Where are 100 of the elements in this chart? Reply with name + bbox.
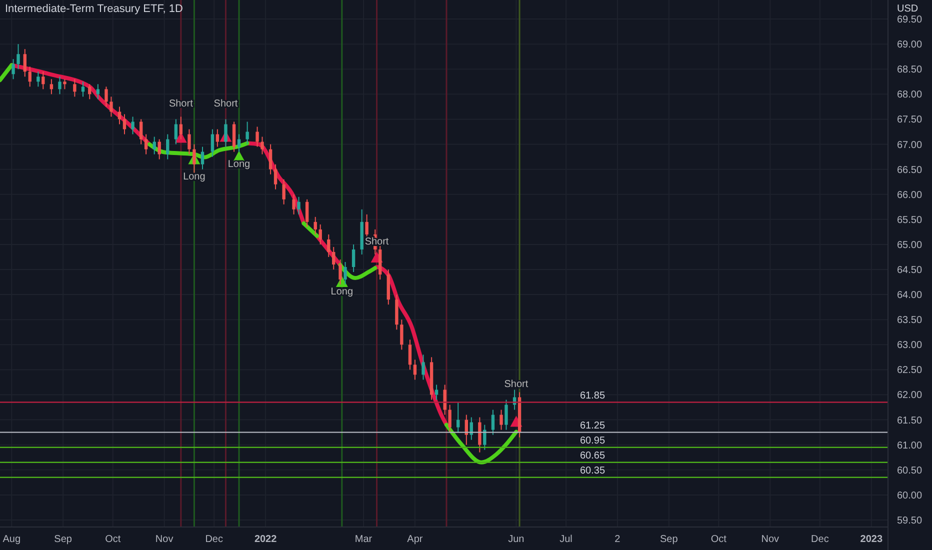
y-tick-label: 64.00 bbox=[897, 290, 922, 302]
candlestick bbox=[73, 78, 76, 98]
candlestick bbox=[434, 384, 438, 400]
candlestick bbox=[174, 118, 178, 145]
y-axis-title: USD bbox=[897, 4, 918, 14]
candlestick bbox=[256, 126, 259, 148]
y-tick-label: 64.50 bbox=[897, 265, 922, 276]
candlestick bbox=[314, 216, 317, 235]
candlestick bbox=[216, 128, 220, 148]
annotation: Long bbox=[228, 158, 250, 170]
chart-title: Intermediate-Term Treasury ETF, 1D bbox=[5, 3, 183, 15]
candlestick bbox=[158, 138, 161, 160]
x-tick-label: Jul bbox=[560, 534, 572, 545]
candlestick bbox=[104, 86, 108, 108]
x-tick-label: Aug bbox=[2, 534, 21, 545]
x-tick-label: 2022 bbox=[254, 534, 278, 545]
x-tick-label: Jun bbox=[508, 534, 524, 545]
ref-line-label: 60.35 bbox=[580, 465, 606, 476]
ref-line-label: 60.65 bbox=[580, 450, 606, 462]
candlestick bbox=[188, 128, 191, 155]
candlestick bbox=[96, 84, 100, 100]
y-tick-label: 59.50 bbox=[897, 515, 922, 526]
candlestick bbox=[408, 339, 412, 370]
candlestick bbox=[110, 96, 113, 118]
candlestick bbox=[131, 116, 134, 135]
y-tick-label: 60.50 bbox=[897, 465, 922, 476]
candlestick bbox=[232, 121, 236, 152]
y-tick-label: 62.50 bbox=[897, 365, 922, 376]
candlestick bbox=[139, 118, 143, 145]
y-tick-label: 69.50 bbox=[897, 14, 922, 26]
annotation: Long bbox=[183, 171, 206, 182]
y-tick-label: 68.00 bbox=[897, 90, 922, 101]
x-tick-label: Mar bbox=[354, 534, 373, 545]
candlestick bbox=[58, 76, 62, 95]
y-tick-label: 61.50 bbox=[897, 415, 922, 426]
annotation: Short bbox=[168, 98, 194, 110]
x-tick-label: Nov bbox=[155, 534, 174, 545]
candlestick bbox=[144, 134, 148, 155]
y-tick-label: 63.50 bbox=[897, 315, 922, 326]
candlestick bbox=[338, 258, 342, 286]
candlestick bbox=[268, 144, 272, 175]
y-tick-label: 62.00 bbox=[897, 390, 922, 402]
annotation: Long bbox=[330, 286, 354, 298]
ref-line-label: 60.95 bbox=[580, 435, 606, 446]
candlestick bbox=[50, 78, 54, 95]
candlestick bbox=[305, 198, 309, 228]
candlestick bbox=[42, 71, 45, 90]
candlestick bbox=[282, 178, 286, 205]
x-tick-label: 2 bbox=[614, 534, 621, 545]
candlestick bbox=[246, 121, 249, 145]
x-tick-label: Dec bbox=[811, 534, 829, 545]
x-tick-label: Oct bbox=[105, 534, 121, 545]
candlestick bbox=[81, 81, 85, 98]
y-tick-label: 66.50 bbox=[897, 164, 922, 176]
candlestick bbox=[28, 66, 32, 88]
candlestick bbox=[327, 234, 330, 258]
candlestick bbox=[152, 136, 156, 155]
candlestick bbox=[504, 399, 508, 430]
y-tick-label: 69.00 bbox=[897, 40, 922, 51]
candlestick bbox=[491, 409, 495, 436]
x-tick-label: 2023 bbox=[860, 534, 883, 545]
candlestick bbox=[344, 261, 347, 286]
candlestick bbox=[237, 134, 241, 152]
candlestick bbox=[297, 196, 300, 215]
candlestick bbox=[483, 424, 486, 450]
y-tick-label: 66.00 bbox=[897, 190, 922, 201]
candlestick bbox=[456, 402, 460, 433]
candlestick bbox=[210, 128, 214, 158]
x-tick-label: Dec bbox=[205, 534, 224, 545]
candlestick bbox=[23, 48, 26, 78]
candlestick bbox=[12, 58, 15, 80]
x-tick-label: Sep bbox=[660, 534, 678, 545]
y-tick-label: 68.50 bbox=[897, 64, 922, 76]
y-tick-label: 65.50 bbox=[897, 214, 922, 226]
y-tick-label: 63.00 bbox=[897, 340, 922, 352]
y-tick-label: 67.50 bbox=[897, 114, 922, 126]
y-tick-label: 67.00 bbox=[897, 140, 922, 151]
candlestick bbox=[448, 404, 452, 433]
candlestick bbox=[332, 246, 336, 270]
candlestick bbox=[36, 71, 40, 88]
candlestick bbox=[88, 84, 92, 100]
ref-line-label: 61.25 bbox=[580, 420, 606, 432]
candlestick bbox=[422, 354, 425, 380]
y-tick-label: 61.00 bbox=[897, 440, 922, 452]
candlestick bbox=[400, 319, 404, 350]
candlestick bbox=[118, 106, 122, 125]
candlestick bbox=[478, 416, 482, 453]
y-tick-label: 65.00 bbox=[897, 240, 922, 251]
candlestick bbox=[63, 78, 66, 90]
annotation: Short bbox=[214, 98, 238, 110]
x-tick-label: Sep bbox=[54, 534, 72, 545]
candlestick bbox=[200, 146, 204, 170]
candlestick bbox=[179, 116, 183, 140]
y-tick-label: 60.00 bbox=[897, 490, 922, 502]
candlestick bbox=[122, 114, 126, 135]
candlestick bbox=[318, 224, 322, 245]
x-tick-label: Oct bbox=[710, 534, 727, 545]
candlestick bbox=[413, 359, 417, 380]
annotation: Short bbox=[504, 379, 528, 390]
candlestick bbox=[166, 134, 170, 160]
